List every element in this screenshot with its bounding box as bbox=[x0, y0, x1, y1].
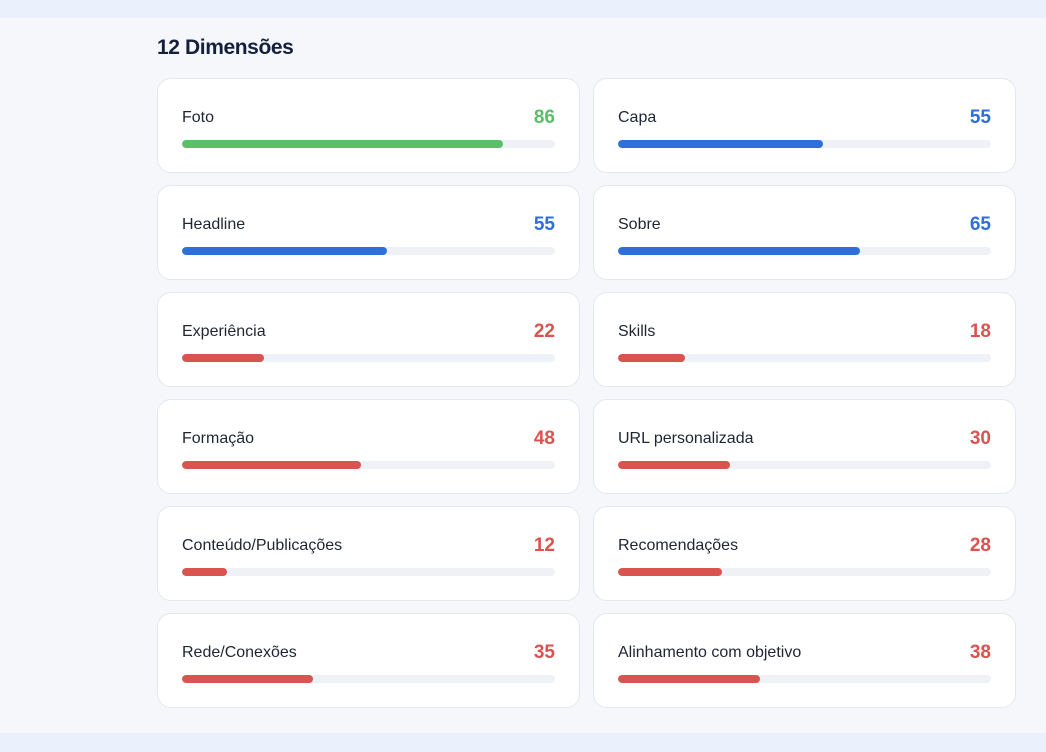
dimension-card-capa: Capa 55 bbox=[593, 78, 1016, 173]
progress-track bbox=[618, 461, 991, 469]
dimension-label: Rede/Conexões bbox=[182, 644, 297, 661]
progress-track bbox=[182, 354, 555, 362]
dimension-label: Recomendações bbox=[618, 537, 739, 554]
card-header: Skills 18 bbox=[618, 320, 991, 344]
progress-track bbox=[618, 247, 991, 255]
progress-track bbox=[618, 568, 991, 576]
progress-fill bbox=[182, 354, 265, 362]
progress-fill bbox=[618, 568, 723, 576]
dimension-card-skills: Skills 18 bbox=[593, 292, 1016, 387]
dimensions-grid: Foto 86 Capa 55 Headline 55 Sobre 65 Exp… bbox=[157, 78, 1016, 708]
dimension-score: 12 bbox=[533, 535, 555, 556]
dimension-card-sobre: Sobre 65 bbox=[593, 185, 1016, 280]
progress-fill bbox=[618, 247, 861, 255]
progress-fill bbox=[182, 140, 503, 148]
dimension-score: 86 bbox=[533, 107, 555, 128]
dimension-card-formacao: Formação 48 bbox=[157, 399, 580, 494]
dimension-card-url: URL personalizada 30 bbox=[593, 399, 1016, 494]
progress-fill bbox=[618, 140, 824, 148]
card-header: Conteúdo/Publicações 12 bbox=[182, 534, 555, 558]
dimension-label: URL personalizada bbox=[618, 430, 754, 447]
dimension-label: Headline bbox=[182, 216, 246, 233]
dimension-label: Foto bbox=[182, 109, 215, 126]
progress-fill bbox=[618, 354, 686, 362]
dimension-label: Sobre bbox=[618, 216, 661, 233]
progress-track bbox=[182, 461, 555, 469]
progress-track bbox=[618, 140, 991, 148]
progress-fill bbox=[182, 461, 362, 469]
dimension-label: Experiência bbox=[182, 323, 266, 340]
dimension-score: 65 bbox=[969, 214, 991, 235]
dimension-label: Formação bbox=[182, 430, 255, 447]
card-header: Sobre 65 bbox=[618, 213, 991, 237]
dimension-score: 35 bbox=[533, 642, 555, 663]
progress-track bbox=[182, 568, 555, 576]
card-header: Experiência 22 bbox=[182, 320, 555, 344]
dimension-score: 30 bbox=[969, 428, 991, 449]
dimension-score: 22 bbox=[533, 321, 555, 342]
dimension-score: 55 bbox=[969, 107, 991, 128]
top-band bbox=[0, 0, 1046, 18]
card-header: Recomendações 28 bbox=[618, 534, 991, 558]
progress-fill bbox=[618, 461, 730, 469]
card-header: Headline 55 bbox=[182, 213, 555, 237]
dimension-card-alinhamento: Alinhamento com objetivo 38 bbox=[593, 613, 1016, 708]
progress-track bbox=[182, 140, 555, 148]
card-header: Foto 86 bbox=[182, 106, 555, 130]
section-title: 12 Dimensões bbox=[157, 36, 294, 59]
dimension-card-foto: Foto 86 bbox=[157, 78, 580, 173]
dimension-card-recomendacoes: Recomendações 28 bbox=[593, 506, 1016, 601]
dimension-card-rede: Rede/Conexões 35 bbox=[157, 613, 580, 708]
dimension-label: Capa bbox=[618, 109, 657, 126]
card-header: Formação 48 bbox=[182, 427, 555, 451]
card-header: Rede/Conexões 35 bbox=[182, 641, 555, 665]
dimension-label: Alinhamento com objetivo bbox=[618, 644, 802, 661]
progress-track bbox=[618, 354, 991, 362]
bottom-band bbox=[0, 733, 1046, 752]
dimension-label: Skills bbox=[618, 323, 656, 340]
dimension-score: 18 bbox=[969, 321, 991, 342]
dimension-label: Conteúdo/Publicações bbox=[182, 537, 343, 554]
card-header: Capa 55 bbox=[618, 106, 991, 130]
dimension-card-conteudo: Conteúdo/Publicações 12 bbox=[157, 506, 580, 601]
dimension-card-experiencia: Experiência 22 bbox=[157, 292, 580, 387]
progress-fill bbox=[182, 568, 227, 576]
dimension-score: 28 bbox=[969, 535, 991, 556]
card-header: Alinhamento com objetivo 38 bbox=[618, 641, 991, 665]
progress-fill bbox=[182, 247, 388, 255]
dimension-card-headline: Headline 55 bbox=[157, 185, 580, 280]
dimension-score: 55 bbox=[533, 214, 555, 235]
dimension-score: 48 bbox=[533, 428, 555, 449]
card-header: URL personalizada 30 bbox=[618, 427, 991, 451]
progress-track bbox=[182, 247, 555, 255]
progress-fill bbox=[618, 675, 760, 683]
dimension-score: 38 bbox=[969, 642, 991, 663]
progress-fill bbox=[182, 675, 313, 683]
progress-track bbox=[618, 675, 991, 683]
progress-track bbox=[182, 675, 555, 683]
